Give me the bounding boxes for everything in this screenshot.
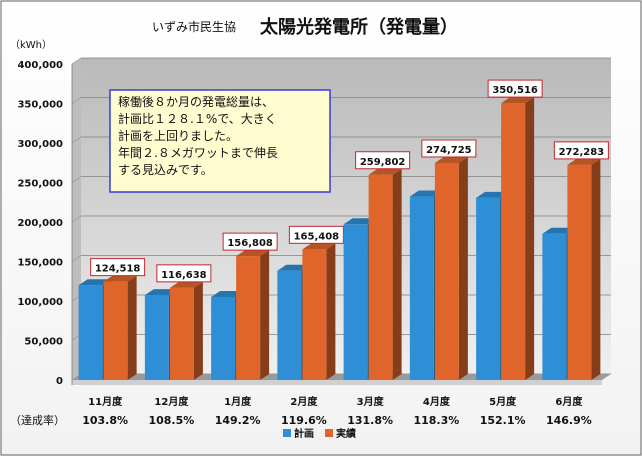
bar-actual bbox=[169, 281, 203, 380]
achievement-rate: 118.3% bbox=[413, 414, 459, 427]
y-tick-label: 400,000 bbox=[17, 60, 63, 71]
data-label-box bbox=[90, 258, 146, 277]
bar-actual bbox=[567, 158, 601, 380]
data-label-box bbox=[355, 151, 411, 170]
y-tick-label: 50,000 bbox=[24, 337, 63, 348]
annotation-line: する見込みです。 bbox=[118, 163, 213, 177]
achievement-rate: 103.8% bbox=[82, 414, 128, 427]
annotation-line: 計画比１２８.１%で、大きく bbox=[118, 111, 277, 126]
gridline-side bbox=[71, 176, 82, 183]
data-label: 274,725 bbox=[426, 145, 472, 156]
gridline-side bbox=[71, 255, 82, 262]
gridline-side bbox=[71, 136, 82, 144]
annotation-line: 稼働後８か月の発電総量は、 bbox=[118, 94, 274, 109]
y-tick-label: 150,000 bbox=[17, 258, 63, 269]
y-axis-unit: （kWh） bbox=[10, 39, 52, 51]
data-label-box bbox=[288, 225, 344, 244]
x-tick-label: 6月度 bbox=[555, 395, 583, 408]
x-tick-label: 1月度 bbox=[224, 395, 252, 408]
y-tick-label: 250,000 bbox=[17, 179, 63, 190]
achievement-rate: 152.1% bbox=[480, 414, 526, 427]
legend-label-plan: 計画 bbox=[294, 427, 314, 440]
bar-actual bbox=[501, 97, 535, 381]
x-tick-label: 12月度 bbox=[154, 395, 189, 408]
x-tick-label: 2月度 bbox=[290, 395, 318, 408]
data-label: 124,518 bbox=[95, 264, 141, 275]
bar-actual bbox=[236, 250, 270, 380]
x-tick-label: 11月度 bbox=[88, 395, 123, 408]
data-label: 156,808 bbox=[227, 238, 273, 249]
chart-title: 太陽光発電所（発電量） bbox=[260, 16, 458, 38]
achievement-label: （達成率） bbox=[10, 413, 65, 427]
y-tick-label: 100,000 bbox=[17, 297, 63, 308]
annotation-box bbox=[109, 89, 331, 193]
achievement-rate: 146.9% bbox=[546, 414, 592, 427]
x-tick-label: 5月度 bbox=[489, 395, 517, 408]
y-tick-label: 350,000 bbox=[17, 100, 63, 111]
data-label: 165,408 bbox=[294, 231, 340, 242]
y-tick-label: 0 bbox=[56, 376, 63, 387]
data-label: 272,283 bbox=[559, 147, 605, 158]
data-label-box bbox=[553, 141, 609, 160]
y-tick-label: 200,000 bbox=[17, 218, 63, 229]
achievement-rate: 119.6% bbox=[281, 414, 327, 427]
annotation-line: 年間２.８メガワットまで伸長 bbox=[118, 146, 278, 160]
legend-swatch-actual bbox=[325, 429, 333, 437]
data-label-box bbox=[156, 264, 212, 283]
achievement-rate: 131.8% bbox=[347, 414, 393, 427]
gridline-side bbox=[71, 97, 82, 104]
x-tick-label: 3月度 bbox=[357, 395, 385, 408]
data-label-box bbox=[222, 232, 278, 251]
legend-swatch-plan bbox=[283, 429, 291, 437]
y-tick-label: 300,000 bbox=[17, 139, 63, 150]
legend-label-actual: 実績 bbox=[336, 427, 356, 440]
annotation-line: 計画を上回りました。 bbox=[118, 128, 238, 143]
bar-actual bbox=[103, 275, 137, 380]
gridline-side bbox=[71, 215, 82, 223]
data-label: 116,638 bbox=[161, 270, 207, 281]
bar-actual bbox=[434, 156, 468, 380]
data-label-box bbox=[487, 79, 543, 98]
org-name: いずみ市民生協 bbox=[152, 19, 236, 34]
achievement-rate: 149.2% bbox=[215, 414, 261, 427]
bar-actual bbox=[368, 168, 402, 380]
bar-actual bbox=[302, 243, 336, 380]
x-tick-label: 4月度 bbox=[423, 395, 451, 408]
gridline-side bbox=[71, 57, 82, 65]
data-label: 259,802 bbox=[360, 157, 406, 168]
data-label-box bbox=[421, 139, 477, 158]
achievement-rate: 108.5% bbox=[148, 414, 194, 427]
data-label: 350,516 bbox=[492, 85, 538, 96]
plot-floor-front bbox=[72, 380, 602, 385]
